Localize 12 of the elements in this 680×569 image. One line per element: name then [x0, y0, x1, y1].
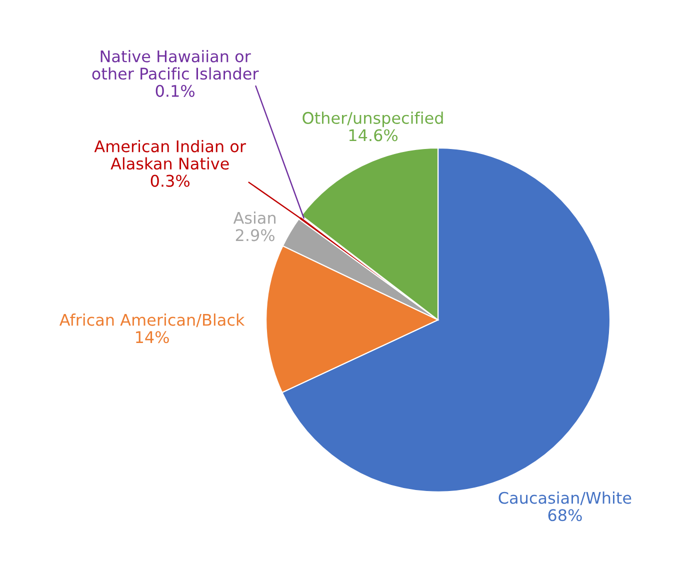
- slice-label: Caucasian/White: [498, 492, 632, 506]
- data-label: 2.9%: [236, 229, 274, 242]
- slice-label: African American/Black: [59, 314, 245, 328]
- data-label: 14%: [136, 331, 169, 344]
- slice-label: Native Hawaiian or other Pacific Islander: [92, 50, 259, 80]
- data-label: 0.1%: [156, 84, 194, 97]
- data-label: 68%: [548, 509, 582, 522]
- data-label: 14.6%: [349, 129, 398, 142]
- data-label: 0.3%: [150, 174, 190, 187]
- slice-label: Other/unspecified: [302, 112, 443, 128]
- slice-label: Asian: [233, 212, 276, 224]
- slice-label: American Indian or Alaskan Native: [94, 140, 246, 170]
